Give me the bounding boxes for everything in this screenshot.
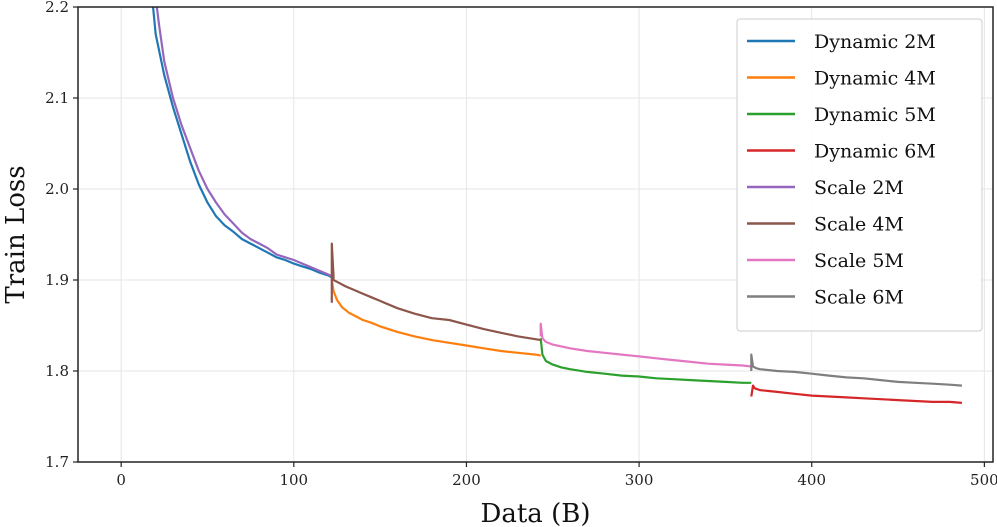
x-tick-label: 100 — [279, 471, 308, 489]
series-line-0 — [151, 7, 333, 279]
legend-label: Scale 2M — [814, 177, 904, 199]
y-tick-label: 1.9 — [45, 271, 69, 289]
x-tick-label: 300 — [625, 471, 654, 489]
series-line-2 — [539, 338, 752, 384]
legend-label: Scale 4M — [814, 214, 904, 236]
x-tick-label: 200 — [452, 471, 481, 489]
y-tick-label: 2.2 — [45, 0, 69, 16]
y-tick-label: 1.8 — [45, 362, 69, 380]
x-tick-label: 0 — [116, 471, 126, 489]
series-line-5 — [330, 242, 541, 342]
legend-box — [736, 18, 983, 332]
legend-label: Scale 5M — [814, 250, 904, 272]
x-tick-label: 500 — [970, 471, 997, 489]
y-axis-label: Train Loss — [1, 165, 31, 303]
x-axis-label: Data (B) — [481, 499, 591, 527]
ticks: 0 100 200 300 400 500 1.7 1.8 1.9 2.0 2.1 2.2 — [45, 0, 997, 489]
y-tick-label: 2.1 — [45, 89, 69, 107]
series-lines — [151, 7, 962, 404]
legend-label: Dynamic 2M — [814, 31, 936, 53]
series-line-7 — [750, 353, 962, 387]
legend-label: Dynamic 6M — [814, 141, 936, 163]
legend-label: Dynamic 4M — [814, 68, 936, 90]
legend-label: Scale 6M — [814, 287, 904, 309]
plot-frame — [77, 6, 994, 463]
series-line-1 — [330, 279, 541, 357]
series-line-3 — [750, 384, 962, 404]
x-tick-label: 400 — [797, 471, 826, 489]
series-line-6 — [539, 322, 752, 368]
y-tick-label: 2.0 — [45, 180, 69, 198]
legend-label: Dynamic 5M — [814, 104, 936, 126]
legend: Dynamic 2M Dynamic 4M Dynamic 5M Dynamic 6M… — [736, 18, 983, 332]
series-line-4 — [155, 7, 333, 278]
y-tick-label: 1.7 — [45, 453, 69, 471]
